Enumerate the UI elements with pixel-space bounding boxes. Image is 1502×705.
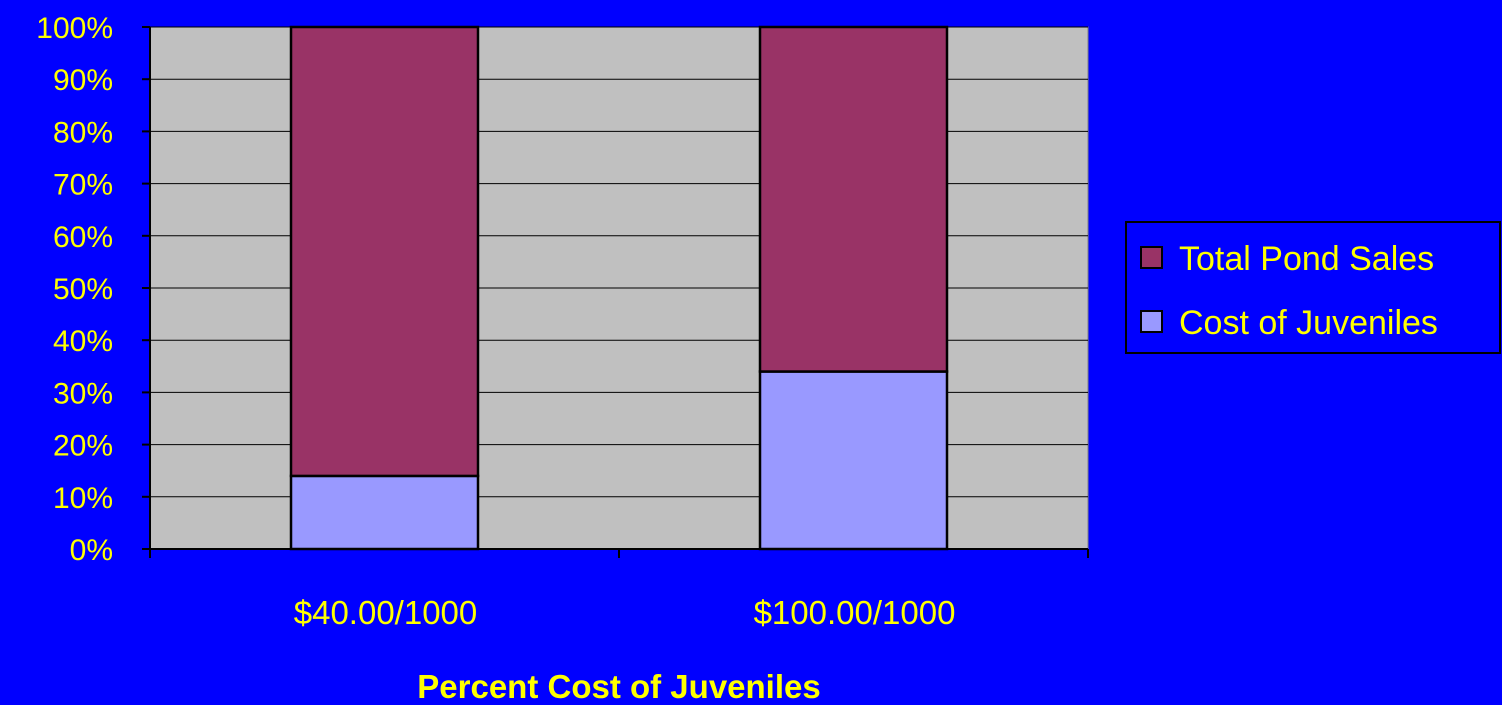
bars (289, 25, 949, 551)
x-category-labels: $40.00/1000 $100.00/1000 (294, 594, 956, 631)
y-tick-labels: 0% 10% 20% 30% 40% 50% 60% 70% 80% 90% 100% (36, 12, 113, 567)
legend: Total Pond Sales Cost of Juveniles (1125, 221, 1501, 354)
y-tick-label: 40% (53, 325, 113, 358)
x-axis-title: Percent Cost of Juveniles (417, 668, 820, 705)
legend-swatch (1140, 310, 1163, 333)
y-tick-label: 70% (53, 169, 113, 202)
y-tick-label: 50% (53, 273, 113, 306)
y-tick-label: 80% (53, 116, 113, 149)
y-tick-label: 60% (53, 221, 113, 254)
y-tick-label: 30% (53, 377, 113, 410)
y-tick-label: 90% (53, 64, 113, 97)
bar-segment (289, 25, 480, 478)
axes (142, 26, 1089, 558)
legend-label: Total Pond Sales (1179, 240, 1434, 278)
y-tick-label: 100% (36, 12, 113, 45)
y-tick-label: 20% (53, 430, 113, 463)
y-tick-label: 0% (70, 534, 113, 567)
y-tick-label: 10% (53, 482, 113, 515)
legend-swatch (1140, 246, 1163, 269)
bar-segment (289, 474, 480, 551)
x-category-label: $40.00/1000 (294, 594, 478, 631)
x-category-label: $100.00/1000 (754, 594, 956, 631)
legend-label: Cost of Juveniles (1179, 304, 1438, 342)
legend-box (1125, 221, 1501, 354)
bar-segment (758, 25, 949, 373)
bar-segment (758, 370, 949, 551)
